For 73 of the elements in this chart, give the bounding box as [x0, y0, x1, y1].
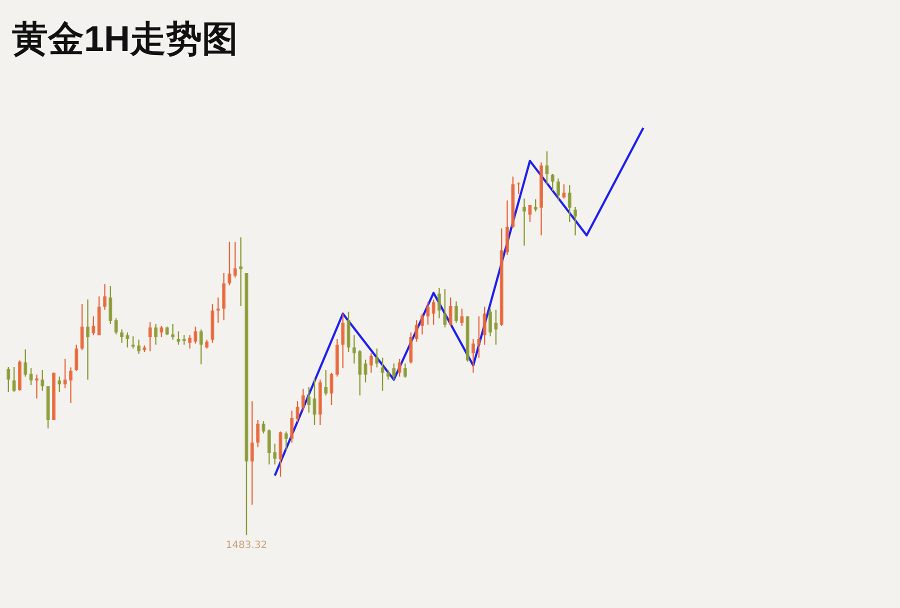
candlestick	[482, 306, 486, 346]
candlestick	[426, 302, 430, 326]
candlestick	[432, 298, 436, 326]
candlestick	[301, 388, 305, 412]
candlestick	[250, 400, 254, 506]
candlestick	[472, 338, 475, 374]
candlestick	[562, 184, 566, 200]
candlestick	[58, 376, 62, 393]
candlestick	[63, 358, 67, 389]
candlestick	[370, 352, 373, 374]
candlestick	[386, 369, 390, 380]
candlestick	[148, 321, 152, 352]
candlestick	[290, 410, 294, 444]
candlestick	[438, 287, 441, 319]
candlestick	[120, 328, 124, 344]
candlestick	[556, 178, 560, 202]
candlestick	[92, 316, 96, 336]
candlestick	[239, 236, 243, 307]
candlestick	[126, 332, 130, 348]
candlestick	[12, 366, 16, 393]
candlestick	[534, 198, 538, 212]
candlestick	[284, 430, 288, 451]
candlestick	[522, 198, 526, 246]
candlestick	[199, 328, 203, 365]
candlestick	[545, 150, 549, 185]
candlestick	[404, 362, 407, 378]
candlestick	[375, 348, 379, 368]
candlestick	[137, 339, 140, 355]
candlestick	[69, 366, 72, 404]
candlestick	[6, 366, 10, 393]
candlestick	[307, 386, 311, 414]
candlestick	[516, 182, 520, 194]
candlestick	[568, 184, 572, 223]
candlestick	[358, 350, 362, 396]
chart-title: 黄金1H走势图	[12, 18, 238, 59]
candlestick	[460, 308, 464, 327]
candlestick	[131, 336, 135, 350]
candlestick	[488, 308, 492, 337]
candlestick	[324, 369, 328, 396]
candlestick	[35, 374, 38, 400]
candlestick	[24, 348, 28, 378]
text: 1483.32	[226, 540, 268, 552]
candlestick	[392, 362, 396, 380]
candlestick	[188, 334, 192, 350]
candlestick	[414, 320, 418, 342]
candlestick	[114, 318, 118, 335]
candlestick	[86, 298, 90, 380]
candlestick	[574, 206, 577, 236]
candlestick	[352, 334, 356, 364]
candlestick	[233, 241, 237, 278]
candlestick	[171, 323, 174, 340]
candlestick	[154, 323, 158, 346]
candlestick	[216, 296, 220, 324]
candlestick	[182, 334, 186, 346]
candlestick	[454, 300, 458, 324]
candlestick	[494, 309, 498, 346]
candlestick	[528, 204, 532, 223]
candlestick	[267, 428, 271, 466]
candlestick	[477, 316, 481, 358]
candlestick	[256, 419, 260, 448]
candlestick	[448, 296, 452, 327]
candlestick	[273, 443, 277, 466]
candlestick	[29, 368, 33, 386]
candlestick	[550, 173, 554, 192]
candlestick	[40, 369, 44, 392]
candlestick	[228, 241, 232, 286]
candlestick	[74, 344, 78, 372]
candlestick	[341, 313, 345, 369]
candlestick	[108, 285, 112, 325]
candlestick	[80, 303, 84, 351]
candlestick	[420, 313, 424, 335]
candlestick	[103, 283, 106, 310]
candlestick	[443, 288, 447, 328]
